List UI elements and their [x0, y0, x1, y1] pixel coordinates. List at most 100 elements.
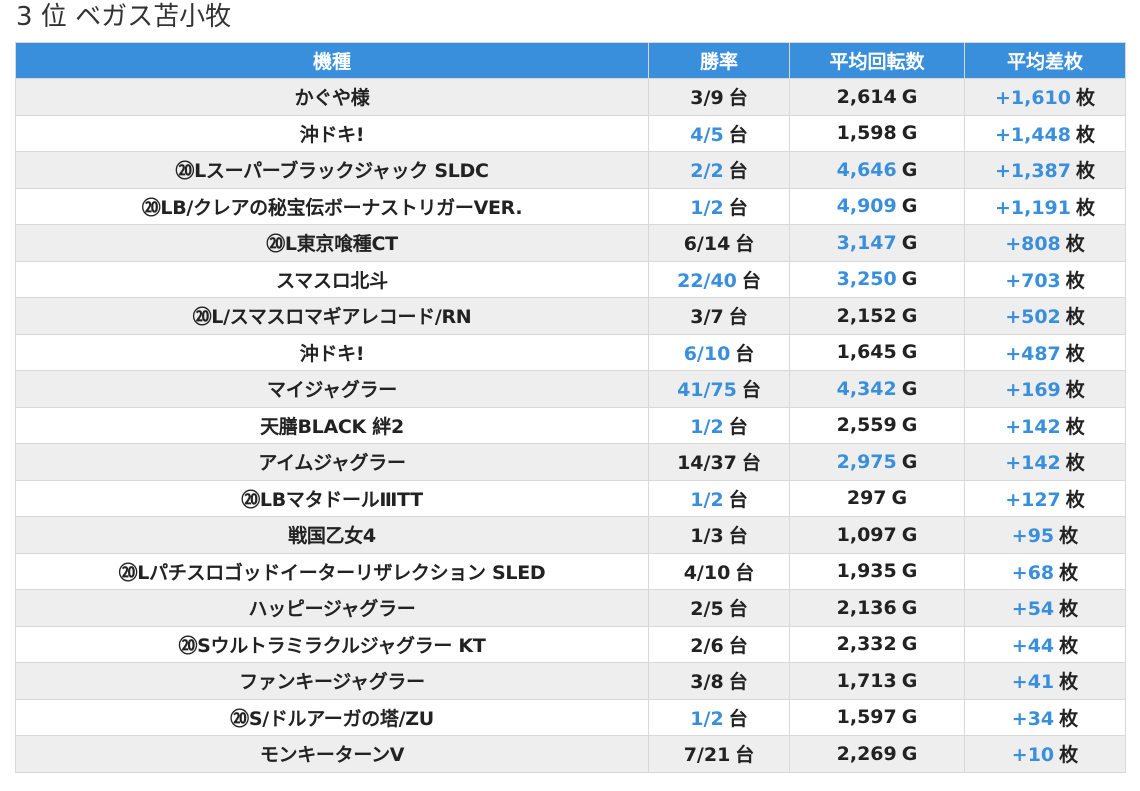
avg-spins-unit: G — [901, 560, 918, 583]
win-rate-cell: 6/14 台 — [648, 224, 790, 262]
avg-spins-value: 4,342 — [836, 377, 897, 400]
avg-spins-cell: 2,152 G — [789, 297, 965, 335]
win-rate-unit: 台 — [728, 87, 748, 110]
win-rate-value: 2/2 — [690, 160, 724, 183]
avg-diff-value: +41 — [1011, 671, 1055, 694]
avg-diff-unit: 枚 — [1076, 160, 1096, 183]
win-rate-unit: 台 — [728, 598, 748, 621]
avg-spins-unit: G — [901, 377, 918, 400]
avg-spins-value: 297 — [846, 487, 887, 510]
win-rate-value: 1/2 — [690, 415, 724, 438]
avg-spins-value: 2,614 — [836, 85, 897, 108]
machine-name-cell: 戦国乙女4 — [15, 516, 649, 554]
win-rate-unit: 台 — [735, 561, 755, 584]
table-row: アイムジャグラー 14/37 台 2,975 G +142 枚 — [15, 443, 1126, 481]
avg-spins-value: 2,332 — [836, 633, 897, 656]
avg-spins-cell: 2,136 G — [789, 589, 965, 627]
table-row: マイジャグラー 41/75 台 4,342 G +169 枚 — [15, 370, 1126, 408]
machine-name-cell: ファンキージャグラー — [15, 662, 649, 700]
avg-spins-value: 2,136 — [836, 596, 897, 619]
avg-spins-cell: 2,975 G — [789, 443, 965, 481]
avg-diff-cell: +169 枚 — [964, 370, 1126, 408]
avg-diff-cell: +127 枚 — [964, 479, 1126, 517]
avg-spins-unit: G — [901, 414, 918, 437]
win-rate-unit: 台 — [741, 379, 761, 402]
avg-diff-unit: 枚 — [1065, 379, 1085, 402]
win-rate-cell: 1/3 台 — [648, 516, 790, 554]
avg-spins-unit: G — [901, 669, 918, 692]
table-row: ⑳Lパチスロゴッドイーターリザレクション SLED 4/10 台 1,935 G +68 枚 — [15, 552, 1126, 590]
avg-diff-value: +34 — [1011, 707, 1055, 730]
avg-diff-unit: 枚 — [1059, 707, 1079, 730]
machine-name-cell: ⑳Lスーパーブラックジャック SLDC — [15, 151, 649, 189]
avg-diff-value: +1,191 — [994, 196, 1071, 219]
win-rate-unit: 台 — [741, 269, 761, 292]
machine-name-cell: ⑳L/スマスロマギアレコード/RN — [15, 297, 649, 335]
win-rate-cell: 3/8 台 — [648, 662, 790, 700]
table-row: 戦国乙女4 1/3 台 1,097 G +95 枚 — [15, 516, 1126, 554]
avg-diff-cell: +487 枚 — [964, 333, 1126, 371]
avg-diff-value: +502 — [1005, 306, 1061, 329]
win-rate-unit: 台 — [728, 707, 748, 730]
machine-name-cell: ハッピージャグラー — [15, 589, 649, 627]
win-rate-cell: 2/5 台 — [648, 589, 790, 627]
avg-spins-unit: G — [901, 706, 918, 729]
avg-spins-value: 1,597 — [836, 706, 897, 729]
machine-name-cell: 沖ドキ! — [15, 333, 649, 371]
machine-name-cell: ⑳Lパチスロゴッドイーターリザレクション SLED — [15, 552, 649, 590]
avg-diff-value: +95 — [1011, 525, 1055, 548]
win-rate-value: 1/3 — [690, 525, 724, 548]
table-row: ⑳LB/クレアの秘宝伝ボーナストリガーVER. 1/2 台 4,909 G +1,191 枚 — [15, 187, 1126, 225]
avg-spins-value: 1,598 — [836, 122, 897, 145]
avg-diff-cell: +41 枚 — [964, 662, 1126, 700]
avg-spins-value: 2,975 — [836, 450, 897, 473]
avg-spins-unit: G — [901, 304, 918, 327]
avg-diff-unit: 枚 — [1065, 488, 1085, 511]
machine-name-cell: アイムジャグラー — [15, 443, 649, 481]
avg-diff-value: +44 — [1011, 634, 1055, 657]
avg-diff-cell: +95 枚 — [964, 516, 1126, 554]
machine-name-cell: 沖ドキ! — [15, 114, 649, 152]
avg-diff-unit: 枚 — [1065, 342, 1085, 365]
avg-diff-unit: 枚 — [1076, 87, 1096, 110]
avg-diff-value: +10 — [1011, 744, 1055, 767]
machine-name-cell: マイジャグラー — [15, 370, 649, 408]
table-row: モンキーターンV 7/21 台 2,269 G +10 枚 — [15, 735, 1126, 773]
avg-diff-unit: 枚 — [1076, 123, 1096, 146]
win-rate-cell: 2/2 台 — [648, 151, 790, 189]
avg-spins-value: 1,935 — [836, 560, 897, 583]
win-rate-unit: 台 — [728, 488, 748, 511]
win-rate-unit: 台 — [735, 342, 755, 365]
header-avg-spins: 平均回転数 — [789, 42, 965, 79]
avg-diff-unit: 枚 — [1059, 634, 1079, 657]
win-rate-cell: 3/7 台 — [648, 297, 790, 335]
win-rate-value: 7/21 — [683, 744, 731, 767]
win-rate-cell: 14/37 台 — [648, 443, 790, 481]
avg-diff-cell: +142 枚 — [964, 406, 1126, 444]
avg-spins-cell: 2,559 G — [789, 406, 965, 444]
win-rate-value: 3/8 — [690, 671, 724, 694]
win-rate-unit: 台 — [735, 233, 755, 256]
avg-diff-value: +703 — [1005, 269, 1061, 292]
avg-spins-value: 1,645 — [836, 341, 897, 364]
avg-diff-value: +127 — [1005, 488, 1061, 511]
win-rate-cell: 4/5 台 — [648, 114, 790, 152]
win-rate-cell: 22/40 台 — [648, 260, 790, 298]
avg-diff-value: +142 — [1005, 415, 1061, 438]
win-rate-value: 3/9 — [690, 87, 724, 110]
avg-spins-value: 4,909 — [836, 195, 897, 218]
avg-diff-cell: +703 枚 — [964, 260, 1126, 298]
avg-diff-value: +142 — [1005, 452, 1061, 475]
win-rate-value: 14/37 — [677, 452, 737, 475]
win-rate-value: 1/2 — [690, 488, 724, 511]
win-rate-value: 41/75 — [677, 379, 737, 402]
table-row: 天膳BLACK 絆2 1/2 台 2,559 G +142 枚 — [15, 406, 1126, 444]
avg-spins-unit: G — [901, 195, 918, 218]
avg-spins-cell: 2,332 G — [789, 625, 965, 663]
avg-diff-value: +487 — [1005, 342, 1061, 365]
avg-spins-unit: G — [901, 122, 918, 145]
avg-spins-unit: G — [901, 85, 918, 108]
table-row: 沖ドキ! 6/10 台 1,645 G +487 枚 — [15, 333, 1126, 371]
avg-spins-cell: 1,713 G — [789, 662, 965, 700]
avg-diff-value: +808 — [1005, 233, 1061, 256]
